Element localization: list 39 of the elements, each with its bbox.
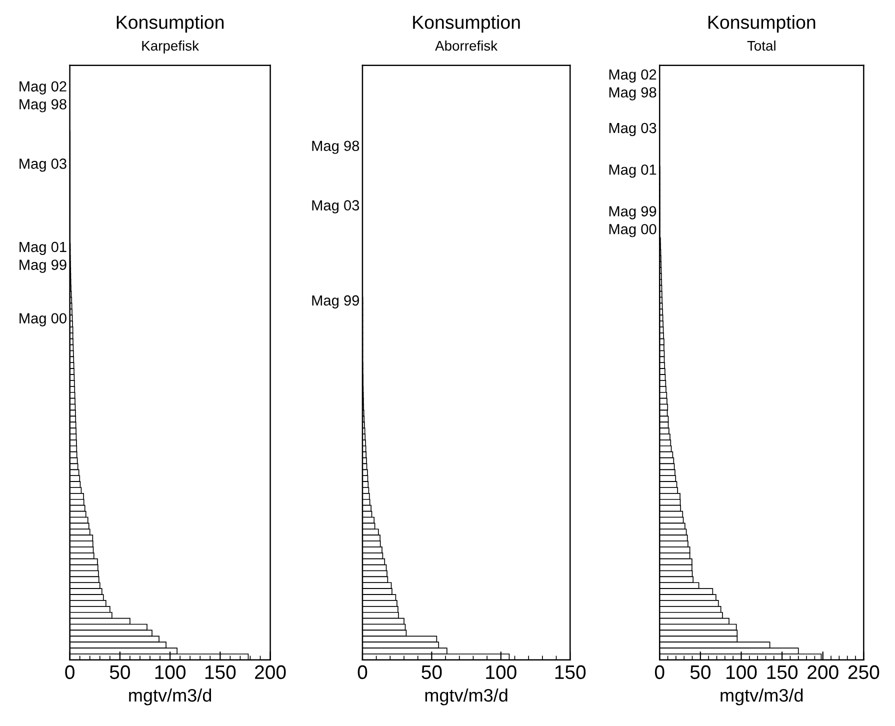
y-tick-label: Mag 02: [609, 69, 656, 83]
x-tick-label: 150: [767, 665, 798, 680]
y-tick-label: Mag 98: [312, 140, 360, 154]
x-tick-label: 200: [255, 665, 286, 680]
x-axis-title: mgtv/m3/d: [129, 688, 212, 706]
y-tick-label: Mag 03: [312, 200, 360, 214]
x-tick-label: 250: [848, 665, 880, 680]
chart-title: Konsumption: [413, 15, 520, 33]
x-tick-label: 150: [555, 665, 586, 680]
x-tick-label: 100: [486, 665, 516, 680]
x-axis-title: mgtv/m3/d: [425, 688, 508, 706]
y-tick-label: Mag 99: [609, 206, 656, 220]
y-tick-label: Mag 01: [20, 242, 66, 255]
x-tick-label: 100: [155, 665, 186, 680]
x-tick-label: 200: [808, 665, 838, 680]
x-tick-label: 100: [726, 665, 757, 680]
y-tick-label: Mag 03: [20, 158, 66, 172]
y-tick-label: Mag 99: [312, 295, 360, 309]
x-tick-label: 0: [358, 665, 368, 680]
y-tick-label: Mag 03: [609, 122, 656, 136]
chart-title: Konsumption: [708, 15, 816, 33]
y-tick-label: Mag 01: [609, 164, 656, 178]
x-tick-label: 50: [110, 665, 130, 680]
x-tick-label: 0: [65, 665, 74, 680]
y-tick-label: Mag 00: [20, 313, 66, 326]
chart-title: Konsumption: [116, 15, 224, 33]
y-tick-label: Mag 98: [609, 87, 656, 100]
x-tick-label: 50: [690, 665, 710, 680]
chart-subtitle: Karpefisk: [142, 40, 200, 54]
x-tick-label: 150: [205, 665, 236, 680]
chart-subtitle: Aborrefisk: [435, 40, 498, 51]
x-tick-label: 50: [422, 665, 442, 680]
y-tick-label: Mag 98: [20, 99, 66, 112]
x-axis-title: mgtv/m3/d: [720, 688, 803, 706]
y-tick-label: Mag 00: [609, 224, 656, 238]
y-tick-label: Mag 02: [20, 81, 66, 94]
y-tick-label: Mag 99: [20, 260, 66, 273]
chart-subtitle: Total: [747, 40, 776, 51]
x-tick-label: 0: [654, 665, 664, 680]
